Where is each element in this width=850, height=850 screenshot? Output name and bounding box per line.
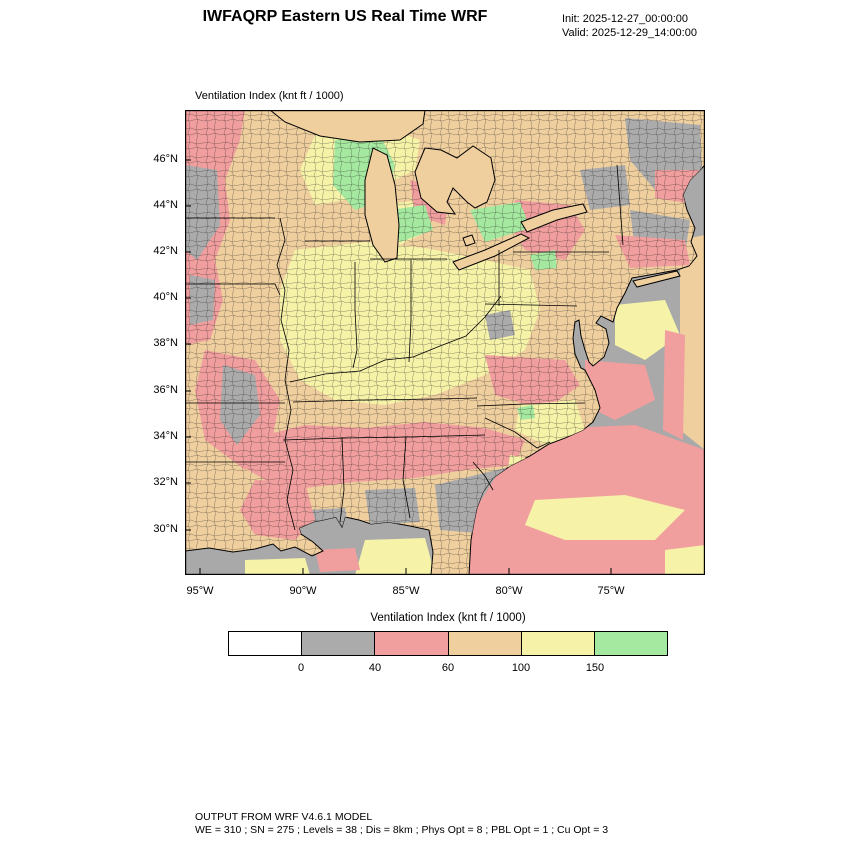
map-figure (184, 109, 706, 576)
model-init-time: Init: 2025-12-27_00:00:00 (562, 13, 688, 25)
lake-michigan (364, 147, 400, 263)
lake-st-clair (462, 234, 476, 247)
y-tick-label: 44°N (153, 199, 178, 211)
x-tick-label: 85°W (392, 585, 420, 597)
model-valid-time: Valid: 2025-12-29_14:00:00 (562, 27, 697, 39)
lake-huron (414, 145, 496, 215)
x-tick-label: 95°W (186, 585, 214, 597)
lake-erie (452, 233, 531, 271)
state-borders (185, 164, 624, 531)
legend-swatch-white (229, 632, 303, 655)
legend-swatch-pink (375, 632, 449, 655)
legend-tick-label: 100 (511, 662, 531, 674)
y-tick-label: 36°N (153, 384, 178, 396)
legend-swatch-gray (302, 632, 376, 655)
legend-tick-label: 60 (441, 662, 455, 674)
legend-tick-label: 150 (585, 662, 605, 674)
y-tick-label: 38°N (153, 337, 178, 349)
legend-tick-label: 40 (368, 662, 382, 674)
legend-title: Ventilation Index (knt ft / 1000) (370, 612, 526, 624)
map-canvas (184, 109, 706, 576)
y-tick-label: 42°N (153, 245, 178, 257)
lake-superior (268, 109, 426, 143)
legend-tick-label: 0 (297, 662, 305, 674)
legend-swatch-tan (448, 632, 522, 655)
y-tick-label: 32°N (153, 476, 178, 488)
x-tick-label: 90°W (289, 585, 317, 597)
map-frame (185, 110, 705, 575)
legend-colorbar (228, 631, 668, 656)
legend-swatch-yellow (521, 632, 595, 655)
lake-ontario (520, 203, 588, 233)
y-tick-label: 30°N (153, 523, 178, 535)
y-tick-label: 46°N (153, 153, 178, 165)
footer-model-line: OUTPUT FROM WRF V4.6.1 MODEL (195, 811, 373, 823)
y-tick-label: 40°N (153, 291, 178, 303)
great-lakes (268, 109, 588, 271)
footer-config-line: WE = 310 ; SN = 275 ; Levels = 38 ; Dis … (195, 824, 609, 836)
page-title: IWFAQRP Eastern US Real Time WRF (202, 8, 488, 25)
x-tick-label: 80°W (495, 585, 523, 597)
field-label: Ventilation Index (knt ft / 1000) (195, 90, 344, 102)
long-island (632, 270, 681, 288)
ocean-data-patches (245, 235, 705, 575)
x-tick-label: 75°W (597, 585, 625, 597)
y-tick-label: 34°N (153, 430, 178, 442)
legend-swatch-green (594, 632, 668, 655)
